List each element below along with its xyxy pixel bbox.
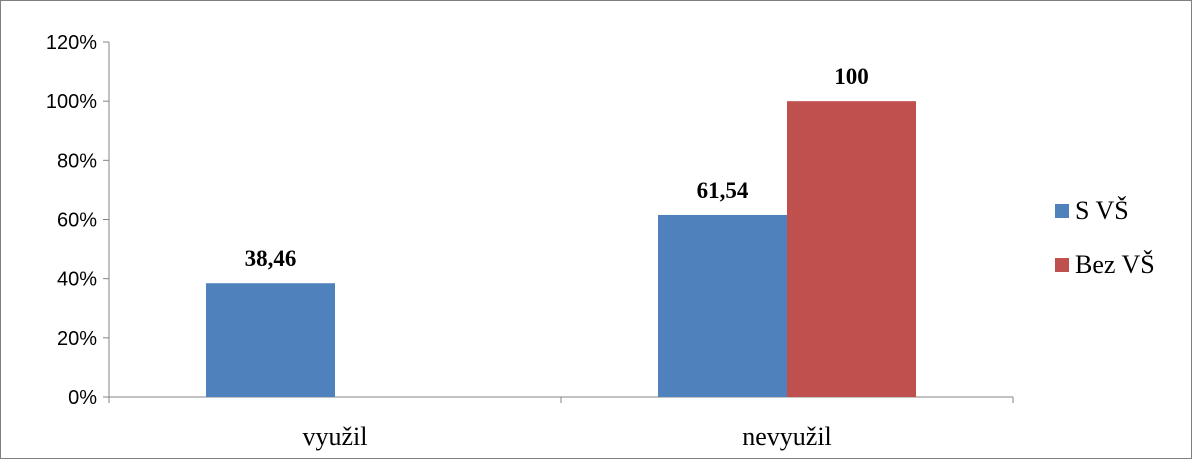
legend-label: Bez VŠ <box>1075 250 1155 279</box>
y-tick-label: 40% <box>57 269 97 291</box>
legend-label: S VŠ <box>1075 196 1129 225</box>
data-label: 100 <box>834 64 869 89</box>
bar <box>658 214 787 397</box>
y-axis-ticks: 0% 20% 40% 60% 80% 100% 120% <box>46 32 109 409</box>
x-category-label: využil <box>303 422 368 451</box>
category-labels: využil nevyužil <box>303 422 832 451</box>
y-tick-label: 20% <box>57 328 97 350</box>
y-tick-label: 120% <box>46 32 97 54</box>
data-label: 38,46 <box>245 246 297 271</box>
y-tick-label: 100% <box>46 91 97 113</box>
y-tick-label: 60% <box>57 210 97 232</box>
bars <box>206 101 916 398</box>
legend-swatch <box>1055 204 1069 218</box>
legend-swatch <box>1055 258 1069 272</box>
bar <box>206 283 335 397</box>
legend: S VŠ Bez VŠ <box>1055 196 1155 279</box>
data-labels: 38,46 61,54 100 <box>245 64 869 271</box>
data-label: 61,54 <box>697 178 749 203</box>
y-tick-label: 0% <box>68 387 97 409</box>
y-tick-label: 80% <box>57 150 97 172</box>
x-category-label: nevyužil <box>742 422 832 451</box>
bar <box>787 101 916 398</box>
